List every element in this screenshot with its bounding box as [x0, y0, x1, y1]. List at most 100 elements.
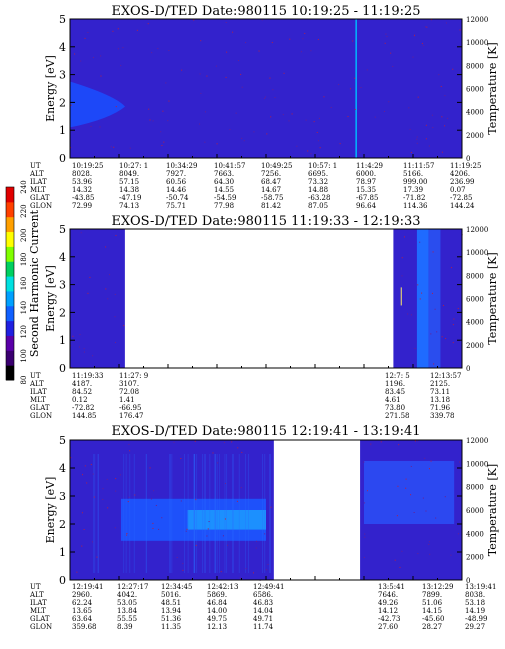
- ephemeris-value: 53.05: [117, 599, 137, 607]
- ephemeris-value: 144.24: [450, 202, 475, 210]
- spectrogram-speckle: [424, 26, 426, 28]
- spectrogram-speckle: [115, 478, 117, 480]
- ephemeris-value: 15.35: [356, 186, 376, 194]
- right-y-tick-label: 4000: [466, 530, 484, 538]
- ephemeris-value: 57.15: [119, 178, 139, 186]
- spectrogram-speckle: [374, 116, 376, 118]
- spectrogram-speckle: [305, 119, 307, 121]
- ephemeris-value: 68.47: [261, 178, 281, 186]
- right-y-tick-label: 4000: [466, 319, 484, 327]
- ephemeris-value: 359.68: [72, 623, 97, 631]
- ephemeris-value: -72.85: [450, 194, 472, 202]
- spectrogram-speckle: [181, 69, 183, 71]
- ephemeris-value: -50.74: [166, 194, 189, 202]
- spectrogram-speckle: [352, 40, 354, 42]
- spectrogram-speckle: [444, 95, 446, 97]
- y-tick-label: 2: [59, 306, 66, 319]
- spectrogram-speckle: [105, 288, 107, 290]
- spectrogram-speckle: [426, 26, 428, 28]
- spectrogram-speckle: [256, 540, 258, 542]
- spectrogram-speckle: [117, 48, 119, 50]
- spectrogram-speckle: [155, 504, 157, 506]
- spectrogram-speckle: [383, 110, 385, 112]
- spectrogram-speckle: [392, 65, 394, 67]
- spectrogram-speckle: [364, 533, 366, 535]
- spectrogram-speckle: [421, 43, 423, 45]
- spectrogram-speckle: [206, 535, 208, 537]
- spectrogram-speckle: [76, 571, 78, 573]
- spectrogram-speckle: [405, 478, 407, 480]
- spectrogram-speckle: [404, 236, 406, 238]
- spectrogram-speckle: [236, 500, 238, 502]
- spectrogram-speckle: [410, 314, 412, 316]
- spectrogram-speckle: [119, 474, 121, 476]
- ephemeris-row-label: ILAT: [30, 178, 47, 186]
- spectrogram-speckle: [394, 559, 396, 561]
- spectrogram-speckle: [90, 125, 92, 127]
- spectrogram-speckle: [216, 143, 218, 145]
- spectrogram-speckle: [459, 29, 461, 31]
- colorbar-swatch: [6, 320, 14, 336]
- ephemeris-value: 14.12: [378, 607, 398, 615]
- ephemeris-value: 4.61: [385, 396, 401, 404]
- ephemeris-value: 12.13: [207, 623, 227, 631]
- right-y-tick-label: 10000: [466, 460, 488, 468]
- spectrogram-speckle: [388, 101, 390, 103]
- spectrogram-speckle: [264, 533, 266, 535]
- spectrogram-speckle: [90, 463, 92, 465]
- spectrogram-speckle: [317, 140, 319, 142]
- ephemeris-row-label: ALT: [29, 380, 44, 388]
- ephemeris-row-label: GLON: [30, 623, 52, 631]
- spectrogram-speckle: [459, 461, 461, 463]
- spectrogram-speckle: [441, 116, 443, 118]
- ephemeris-value: 17.39: [403, 186, 423, 194]
- spectrogram-speckle: [86, 482, 88, 484]
- spectrogram-speckle: [384, 42, 386, 44]
- spectrogram-speckle: [239, 577, 241, 579]
- spectrogram-speckle: [425, 510, 427, 512]
- spectrogram-speckle: [109, 274, 111, 276]
- spectrogram-speckle: [227, 544, 229, 546]
- ephemeris-value: 236.99: [450, 178, 475, 186]
- spectrogram-speckle: [429, 553, 431, 555]
- spectrogram-speckle: [212, 452, 214, 454]
- ephemeris-value: 11:11:57: [403, 162, 434, 170]
- ephemeris-value: 81.42: [261, 202, 281, 210]
- ephemeris-value: 73.11: [430, 388, 450, 396]
- spectrogram-speckle: [428, 145, 430, 147]
- spectrogram-speckle: [304, 32, 306, 34]
- spectrogram-speckle: [231, 441, 233, 443]
- spectrogram-speckle: [417, 440, 419, 442]
- spectrogram-speckle: [359, 151, 361, 153]
- ephemeris-value: 8038.: [465, 591, 485, 599]
- spectrogram-speckle: [122, 47, 124, 49]
- spectrogram-speckle: [115, 106, 117, 108]
- spectrogram-speckle: [419, 241, 421, 243]
- spectrogram-speckle: [243, 140, 245, 142]
- spectrogram-speckle: [102, 498, 104, 500]
- ephemeris-value: 8049.: [119, 170, 139, 178]
- right-y-axis-label: Temperature [K]: [486, 252, 499, 344]
- spectrogram-speckle: [457, 308, 459, 310]
- ephemeris-value: 14.38: [119, 186, 139, 194]
- spectrogram-speckle: [92, 473, 94, 475]
- spectrogram-speckle: [430, 460, 432, 462]
- ephemeris-value: 4187.: [72, 380, 92, 388]
- ephemeris-value: 63.64: [72, 615, 93, 623]
- right-y-tick-label: 2000: [466, 342, 484, 350]
- ephemeris-value: 10:49:25: [261, 162, 292, 170]
- ephemeris-row-label: ALT: [29, 170, 44, 178]
- chart-panel-1: EXOS-D/TED Date:980115 10:19:25 - 11:19:…: [29, 4, 499, 210]
- ephemeris-value: 14.88: [308, 186, 328, 194]
- spectrogram-speckle: [92, 541, 94, 543]
- right-y-tick-label: 6000: [466, 86, 484, 94]
- colorbar-swatch: [6, 290, 14, 307]
- colorbar-frame: [5, 186, 15, 381]
- colorbar-tick-label: 220: [20, 204, 28, 217]
- spectrogram-speckle: [431, 19, 433, 21]
- spectrogram-speckle: [363, 556, 365, 558]
- spectrogram-speckle: [417, 553, 419, 555]
- ephemeris-value: 5869.: [207, 591, 227, 599]
- y-axis-label: Energy [eV]: [44, 477, 57, 544]
- spectrogram-speckle: [417, 284, 419, 286]
